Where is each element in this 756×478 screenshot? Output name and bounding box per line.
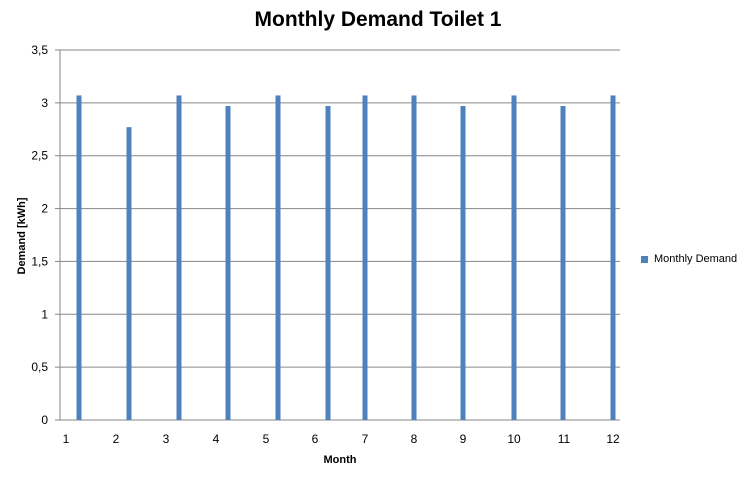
bar-month-3 bbox=[176, 95, 182, 420]
bar-month-9 bbox=[460, 106, 466, 421]
bar-month-2 bbox=[126, 127, 132, 421]
x-tick-label: 4 bbox=[213, 432, 220, 446]
chart-title: Monthly Demand Toilet 1 bbox=[254, 8, 502, 31]
x-tick-label: 2 bbox=[113, 432, 120, 446]
x-tick-label: 1 bbox=[63, 432, 70, 446]
y-tick-labels: 0 0,5 1 1,5 2 2,5 3 3,5 bbox=[31, 43, 48, 427]
x-tick-label: 10 bbox=[507, 432, 521, 446]
x-tick-labels: 1 2 3 4 5 6 7 8 9 10 11 12 bbox=[63, 432, 620, 446]
y-tick-label: 0 bbox=[41, 413, 48, 427]
bar-month-7 bbox=[362, 95, 368, 420]
y-tick-label: 0,5 bbox=[31, 360, 48, 374]
legend-label: Monthly Demand bbox=[654, 253, 738, 265]
x-tick-label: 9 bbox=[460, 432, 467, 446]
bar-month-4 bbox=[225, 106, 231, 421]
y-tick-label: 2 bbox=[41, 202, 48, 216]
y-tick-label: 1 bbox=[41, 307, 48, 321]
x-axis-title: Month bbox=[324, 454, 357, 466]
gridlines bbox=[55, 49, 620, 421]
bar-month-8 bbox=[411, 95, 417, 420]
y-tick-label: 3,5 bbox=[31, 43, 48, 57]
x-tick-label: 5 bbox=[263, 432, 270, 446]
x-tick-label: 3 bbox=[163, 432, 170, 446]
bar-month-1 bbox=[76, 95, 82, 420]
y-axis-title: Demand [kWh] bbox=[16, 197, 28, 274]
x-tick-label: 6 bbox=[312, 432, 319, 446]
bar-month-11 bbox=[560, 106, 566, 421]
legend: Monthly Demand bbox=[641, 253, 737, 265]
x-tick-label: 8 bbox=[411, 432, 418, 446]
y-tick-label: 1,5 bbox=[31, 254, 48, 268]
x-tick-label: 7 bbox=[362, 432, 369, 446]
legend-swatch bbox=[641, 255, 648, 263]
y-tick-label: 2,5 bbox=[31, 149, 48, 163]
bar-month-6 bbox=[325, 106, 331, 421]
bar-month-5 bbox=[275, 95, 281, 420]
x-tick-label: 11 bbox=[558, 432, 571, 446]
bar-month-10 bbox=[511, 95, 517, 420]
bar-month-12 bbox=[610, 95, 616, 420]
y-tick-label: 3 bbox=[41, 96, 48, 110]
bars bbox=[76, 95, 616, 421]
x-tick-label: 12 bbox=[606, 432, 620, 446]
